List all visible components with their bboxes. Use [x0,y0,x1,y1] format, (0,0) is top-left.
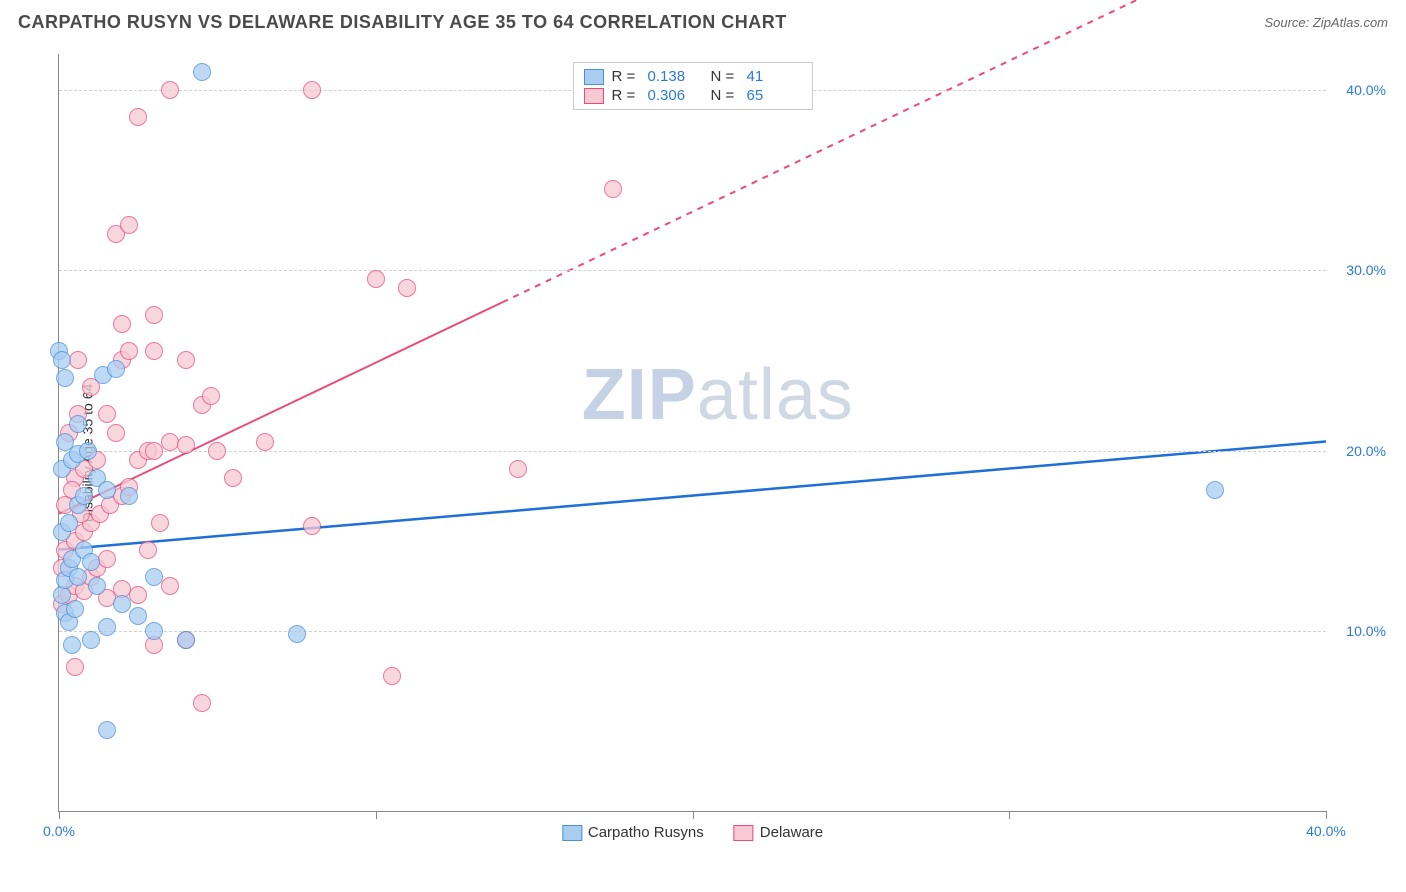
gridline [59,631,1326,632]
data-point [66,600,84,618]
data-point [139,541,157,559]
data-point [288,625,306,643]
data-point [383,667,401,685]
data-point [56,369,74,387]
data-point [98,481,116,499]
legend-correlation-row: R =0.138N =41 [584,67,802,86]
watermark: ZIPatlas [582,354,854,436]
data-point [120,342,138,360]
data-point [66,658,84,676]
data-point [202,387,220,405]
y-tick-label: 10.0% [1346,623,1386,639]
x-tick [693,811,694,819]
data-point [177,351,195,369]
data-point [303,517,321,535]
data-point [56,433,74,451]
data-point [145,622,163,640]
chart-title: CARPATHO RUSYN VS DELAWARE DISABILITY AG… [18,12,787,33]
data-point [98,550,116,568]
data-point [177,436,195,454]
data-point [88,577,106,595]
data-point [82,631,100,649]
data-point [60,514,78,532]
data-point [98,618,116,636]
data-point [224,469,242,487]
data-point [120,487,138,505]
legend-item: Carpatho Rusyns [562,824,704,841]
x-tick [1326,811,1327,819]
x-tick [1009,811,1010,819]
data-point [69,568,87,586]
data-point [256,433,274,451]
y-tick-label: 30.0% [1346,262,1386,278]
plot-area: ZIPatlas R =0.138N =41R =0.306N =65 Carp… [58,54,1326,812]
data-point [75,487,93,505]
data-point [98,405,116,423]
data-point [69,415,87,433]
data-point [1206,481,1224,499]
data-point [53,351,71,369]
data-point [193,694,211,712]
data-point [303,81,321,99]
data-point [107,360,125,378]
data-point [69,351,87,369]
data-point [604,180,622,198]
legend-correlation: R =0.138N =41R =0.306N =65 [573,62,813,110]
data-point [193,63,211,81]
legend-correlation-row: R =0.306N =65 [584,86,802,105]
data-point [79,442,97,460]
legend-item: Delaware [734,824,823,841]
data-point [120,216,138,234]
data-point [367,270,385,288]
x-tick [376,811,377,819]
data-point [208,442,226,460]
data-point [129,586,147,604]
x-tick-label: 40.0% [1306,823,1346,839]
data-point [129,607,147,625]
data-point [161,81,179,99]
data-point [107,424,125,442]
data-point [145,568,163,586]
chart-source: Source: ZipAtlas.com [1264,15,1388,30]
data-point [151,514,169,532]
legend-series: Carpatho Rusyns Delaware [562,824,823,841]
data-point [177,631,195,649]
chart-container: Disability Age 35 to 64 ZIPatlas R =0.13… [48,44,1396,862]
data-point [98,721,116,739]
gridline [59,270,1326,271]
x-tick [59,811,60,819]
data-point [63,636,81,654]
y-tick-label: 40.0% [1346,82,1386,98]
trend-lines [59,54,1326,811]
data-point [145,306,163,324]
data-point [398,279,416,297]
data-point [161,577,179,595]
data-point [113,315,131,333]
x-tick-label: 0.0% [43,823,75,839]
data-point [113,595,131,613]
gridline [59,451,1326,452]
y-tick-label: 20.0% [1346,443,1386,459]
data-point [129,108,147,126]
data-point [509,460,527,478]
data-point [145,342,163,360]
data-point [82,553,100,571]
